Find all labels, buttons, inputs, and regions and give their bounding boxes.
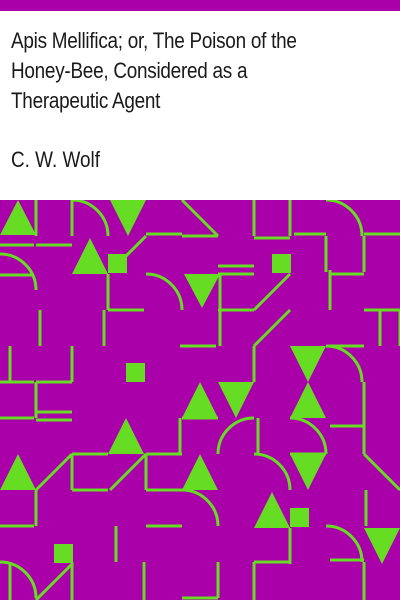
pattern-square	[54, 544, 73, 563]
title-line: Honey-Bee, Considered as a	[11, 58, 248, 83]
pattern-arc	[325, 200, 364, 237]
pattern-arc	[289, 416, 328, 455]
book-title: Apis Mellifica; or, The Poison of the Ho…	[11, 26, 338, 116]
pattern-triangle	[182, 454, 218, 490]
book-author: C. W. Wolf	[11, 147, 101, 172]
pattern-arc	[181, 488, 220, 527]
pattern-triangle	[290, 346, 326, 382]
pattern-triangle	[72, 238, 108, 274]
pattern-line	[252, 308, 292, 348]
pattern-arc	[0, 252, 38, 291]
cover-pattern	[0, 200, 400, 600]
pattern-triangle	[254, 492, 290, 528]
pattern-line	[362, 452, 400, 492]
pattern-square	[290, 508, 309, 527]
pattern-line	[34, 562, 74, 600]
pattern-line	[180, 200, 220, 238]
title-line: Therapeutic Agent	[11, 88, 161, 113]
pattern-triangle	[290, 454, 326, 490]
pattern-square	[272, 254, 291, 273]
pattern-triangle	[182, 382, 218, 418]
pattern-triangle	[184, 274, 220, 308]
pattern-line	[108, 234, 148, 274]
pattern-square	[126, 363, 145, 382]
pattern-arc	[216, 416, 255, 455]
pattern-triangle	[110, 200, 146, 236]
pattern-arc	[0, 560, 38, 599]
pattern-triangle	[290, 382, 326, 418]
title-line: Apis Mellifica; or, The Poison of the	[11, 28, 297, 53]
pattern-arc	[325, 524, 364, 563]
pattern-line	[108, 452, 148, 492]
accent-bar	[0, 0, 400, 11]
pattern-triangle	[108, 418, 144, 454]
pattern-line	[252, 272, 292, 312]
pattern-triangle	[364, 528, 400, 564]
pattern-line	[34, 452, 74, 492]
pattern-arc	[325, 344, 364, 383]
pattern-triangle	[0, 200, 36, 235]
pattern-arc	[145, 272, 184, 311]
pattern-arc	[71, 200, 110, 237]
pattern-triangle	[218, 382, 254, 418]
pattern-triangle	[0, 454, 36, 490]
pattern-arc	[253, 452, 292, 491]
